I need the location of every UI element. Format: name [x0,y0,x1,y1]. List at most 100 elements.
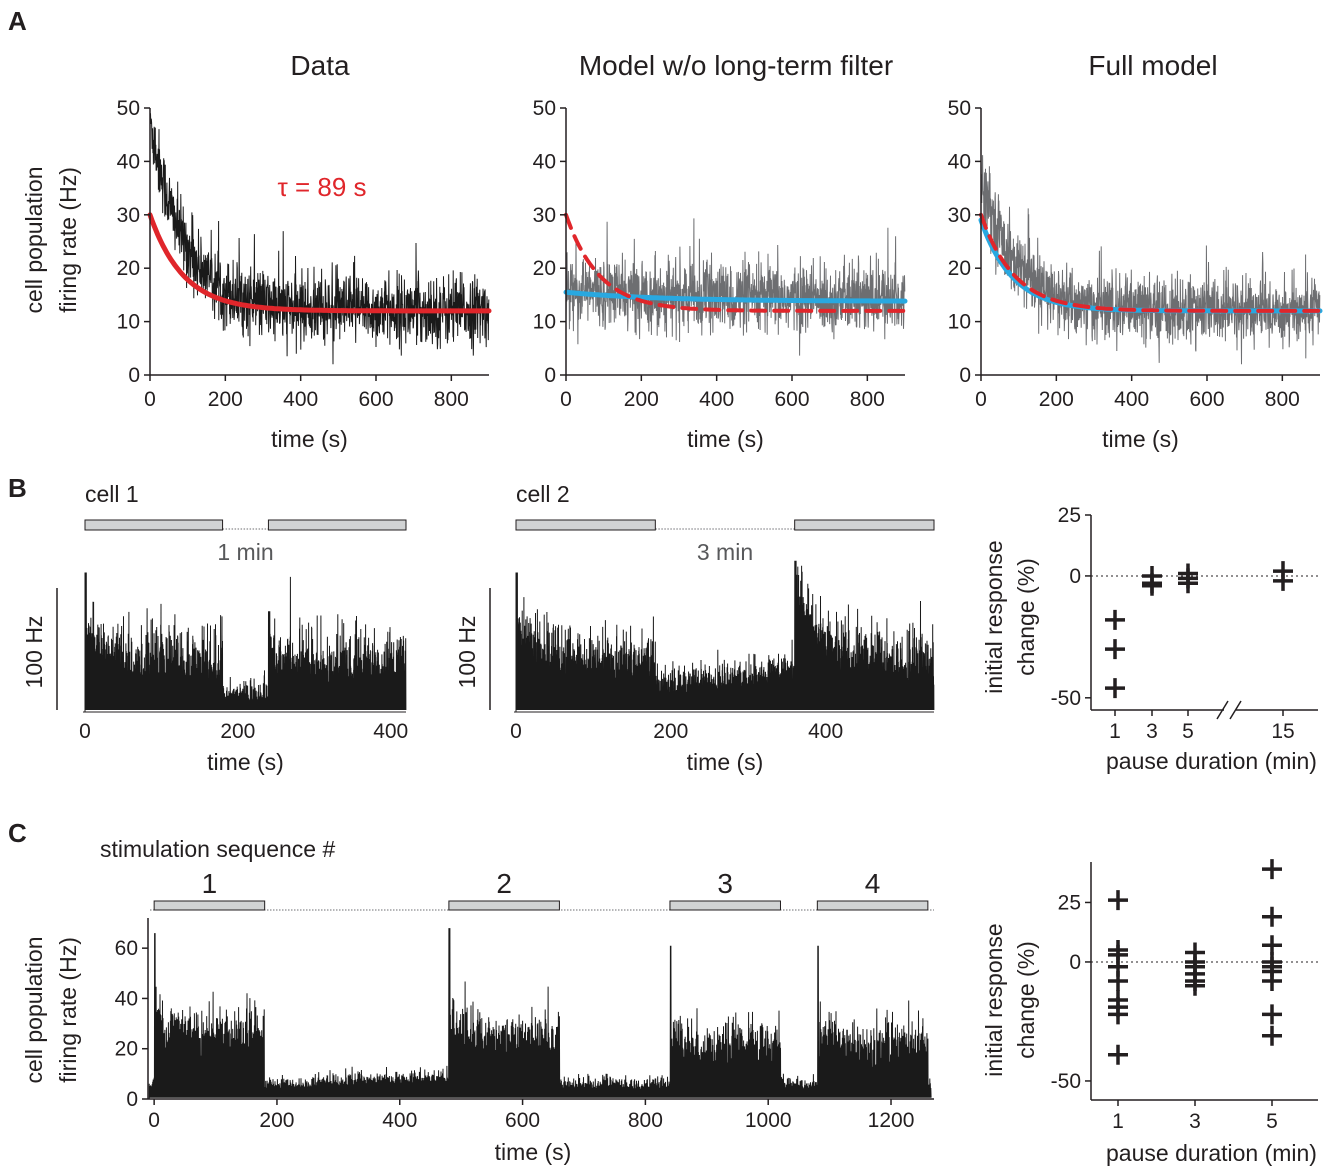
scale-bar-label: 100 Hz [454,616,480,689]
chart-c2-pause-scatter: 25 0 -50 1 3 5 pause duration (min) initial res… [981,859,1318,1166]
x-tick-label: 600 [505,1109,540,1132]
y-tick-label: -50 [1051,687,1081,710]
x-axis-label: pause duration (min) [1106,1140,1317,1166]
chart-title: Data [290,50,350,81]
x-tick-label: 600 [774,388,809,411]
firing-rate-trace [148,928,932,1100]
y-tick-label: 30 [117,204,140,227]
sequence-number: 1 [202,868,218,899]
x-tick-label: 3 [1189,1110,1201,1133]
y-axis-label-line-1: initial response [981,923,1007,1076]
x-tick-label: 800 [1265,388,1300,411]
x-tick-label: 800 [850,388,885,411]
x-tick-label: 400 [808,720,843,743]
y-tick-label: 0 [1069,565,1081,588]
y-tick-label: 40 [533,150,556,173]
y-axis-label-line-2: firing rate (Hz) [55,937,81,1083]
data-point-cross [1108,1044,1128,1065]
chart-a1-data: Data 0 10 20 30 40 50 0 200 400 600 800 time (s) cell… [21,50,492,452]
y-tick-label: 60 [115,937,138,960]
y-tick-label: 30 [533,204,556,227]
y-tick-label: 10 [948,311,971,334]
y-tick-label: 20 [117,257,140,280]
firing-rate-trace [565,218,906,356]
y-tick-label: 25 [1058,504,1081,527]
y-tick-label: 20 [533,257,556,280]
data-point-cross [1142,573,1162,594]
x-axis-label: time (s) [271,426,348,452]
y-axis-label-line-1: initial response [981,540,1007,693]
axis-break-mark [1216,700,1229,720]
data-point-cross [1262,906,1282,927]
x-axis-label: time (s) [1102,426,1179,452]
data-point-cross [1178,568,1198,589]
x-tick-label: 400 [373,720,408,743]
chart-b2-cell-2: cell 2 3 min 0 200 400 time (s) 100 Hz [454,481,935,775]
y-axis-label-line-2: change (%) [1013,941,1039,1059]
panel-letter-c: C [8,818,27,848]
scale-bar-label: 100 Hz [21,616,47,689]
x-tick-label: 400 [699,388,734,411]
y-tick-label: 20 [115,1038,138,1061]
x-tick-label: 1 [1109,720,1121,743]
x-axis-label: pause duration (min) [1106,748,1317,774]
x-tick-label: 15 [1271,720,1294,743]
data-point-cross [1185,975,1205,996]
x-tick-label: 600 [1189,388,1224,411]
panel-letter-b: B [8,473,27,503]
data-point-cross [1262,971,1282,991]
y-tick-label: 20 [948,257,971,280]
y-axis-label-line-1: cell population [21,166,47,313]
sequence-number: 2 [496,868,512,899]
x-tick-label: 0 [148,1109,160,1132]
stimulation-block [267,519,407,531]
data-point-cross [1262,1004,1282,1025]
stimulation-block [448,900,560,911]
chart-a2-model-without-filter: Model w/o long-term filter 0 10 20 30 40 50 0 20… [533,50,908,452]
y-tick-label: 0 [959,364,971,387]
y-tick-label: 40 [117,150,140,173]
y-tick-label: -50 [1051,1070,1081,1093]
x-tick-label: 600 [358,388,393,411]
y-tick-label: 50 [533,97,556,120]
y-tick-label: 0 [544,364,556,387]
y-tick-label: 50 [117,97,140,120]
y-tick-label: 25 [1058,891,1081,914]
chart-a3-full-model: Full model 0 10 20 30 40 50 0 200 400 600 800 time (… [948,50,1323,452]
data-point-cross [1105,609,1125,630]
x-tick-label: 1 [1112,1110,1124,1133]
chart-b1-cell-1: cell 1 1 min 0 200 400 time (s) 100 Hz [21,481,408,775]
tau-annotation: τ = 89 s [277,172,366,202]
y-tick-label: 30 [948,204,971,227]
axis-break-mark [1229,700,1242,720]
pause-duration-label: 1 min [217,539,273,565]
firing-rate-trace [515,560,935,712]
x-tick-label: 0 [975,388,987,411]
cell-label: cell 1 [85,481,139,507]
x-tick-label: 5 [1266,1110,1278,1133]
data-point-cross [1262,1025,1282,1046]
x-tick-label: 3 [1146,720,1158,743]
cell-label: cell 2 [516,481,570,507]
stimulation-block [153,900,266,911]
reference-fit-curve [564,212,907,313]
x-axis-label: time (s) [495,1139,572,1165]
stimulation-block [669,900,781,911]
data-point-cross [1108,890,1128,911]
y-tick-label: 0 [1069,951,1081,974]
x-axis-label: time (s) [207,749,284,775]
reference-fit-curve [979,212,1322,313]
stimulation-block [794,519,935,531]
data-point-cross [1262,859,1282,880]
y-tick-label: 10 [117,311,140,334]
panel-letter-a: A [8,6,27,36]
data-point-cross [1273,570,1293,591]
x-tick-label: 0 [79,720,91,743]
firing-rate-trace [84,572,407,712]
x-tick-label: 400 [382,1109,417,1132]
stimulation-block [84,519,224,531]
x-tick-label: 1200 [868,1109,915,1132]
x-tick-label: 800 [434,388,469,411]
